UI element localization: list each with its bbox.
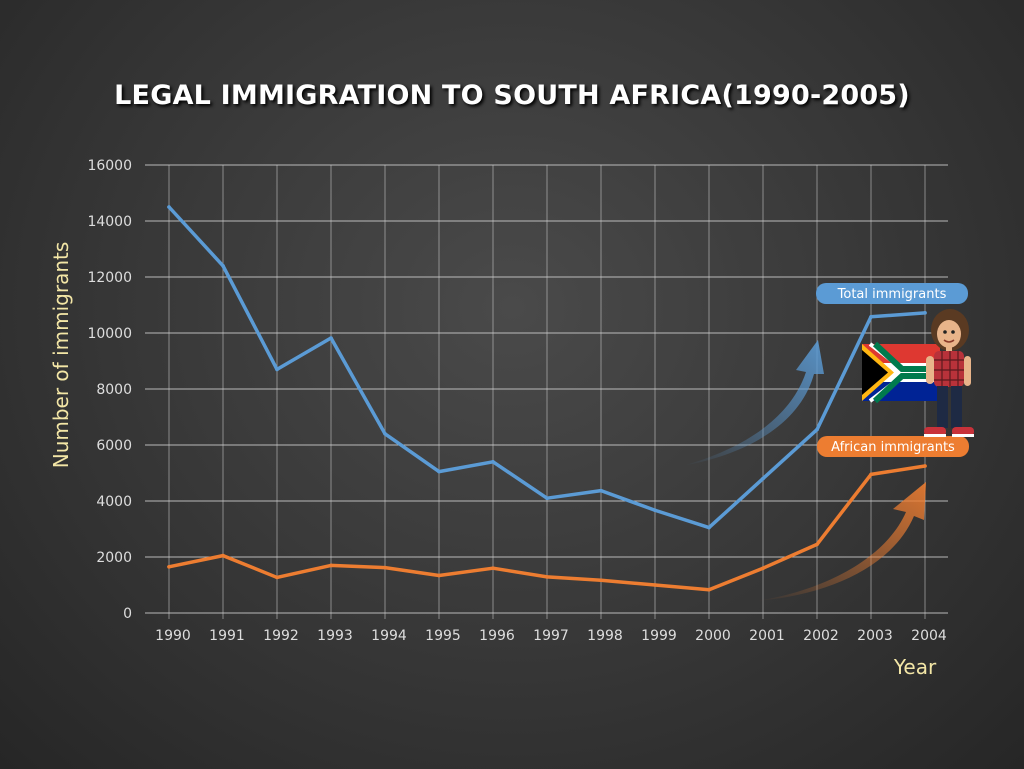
x-tick-label: 2004 [911,628,947,644]
chart-title: LEGAL IMMIGRATION TO SOUTH AFRICA(1990-2… [114,80,910,111]
x-tick-label: 1996 [479,628,515,644]
data-point [545,575,549,579]
y-tick-label: 0 [123,606,132,622]
total-immigrants-label: Total immigrants [837,287,947,302]
data-point [869,472,873,477]
data-point [599,488,603,493]
data-point [599,578,603,583]
south-africa-flag-icon [862,341,943,404]
y-axis-label: Number of immigrants [49,242,73,469]
x-tick-label: 1995 [425,628,461,644]
cartoon-girl-icon [924,309,974,437]
y-tick-label: 8000 [96,382,132,398]
x-axis-ticks: 1990 1991 1992 1993 1994 1995 1996 1997 1998 1999… [155,628,947,644]
african-immigrants-callout: African immigrants [817,436,969,457]
data-point [545,496,549,501]
data-point [329,563,333,568]
gridlines [145,164,948,619]
x-tick-label: 1994 [371,628,407,644]
data-point [167,205,171,209]
y-tick-label: 2000 [96,550,132,566]
y-tick-label: 12000 [87,270,132,286]
x-tick-label: 1998 [587,628,623,644]
data-point [707,525,711,530]
total-trend-arrow-icon [682,340,824,466]
data-point [815,427,819,432]
x-tick-label: 1992 [263,628,299,644]
total-immigrants-callout-bg [816,283,968,304]
x-tick-label: 1999 [641,628,677,644]
y-axis-ticks: 0 2000 4000 6000 8000 10000 12000 14000 16000 [87,158,132,622]
data-point [653,583,657,587]
african-trend-arrow-icon [755,482,926,601]
x-tick-label: 2000 [695,628,731,644]
y-tick-label: 14000 [87,214,132,230]
x-tick-label: 1997 [533,628,569,644]
y-tick-label: 16000 [87,158,132,174]
y-tick-label: 10000 [87,326,132,342]
data-point [491,460,495,464]
data-point [437,469,441,474]
y-tick-label: 6000 [96,438,132,454]
data-point [275,575,279,580]
data-point [707,587,711,592]
data-point [761,566,765,570]
x-tick-label: 2002 [803,628,839,644]
data-point [167,565,171,569]
total-immigrants-callout: Total immigrants [816,283,968,304]
x-tick-label: 2003 [857,628,893,644]
data-point [491,566,495,570]
data-point [653,508,657,513]
data-point [221,264,225,268]
data-point [437,573,441,578]
x-tick-label: 2001 [749,628,785,644]
data-point [815,542,819,547]
data-point [383,432,387,436]
data-point [923,464,927,468]
data-point [221,553,225,558]
data-point [761,476,765,481]
x-tick-label: 1991 [209,628,245,644]
african-immigrants-label: African immigrants [831,440,955,455]
african-immigrants-callout-bg [817,436,969,457]
data-point [275,367,279,372]
data-point [329,336,333,340]
data-point [869,314,873,319]
x-tick-label: 1993 [317,628,353,644]
data-point [383,565,387,570]
y-tick-label: 4000 [96,494,132,510]
data-point [923,311,927,315]
x-axis-label: Year [893,655,937,679]
series-lines [167,205,927,592]
x-tick-label: 1990 [155,628,191,644]
